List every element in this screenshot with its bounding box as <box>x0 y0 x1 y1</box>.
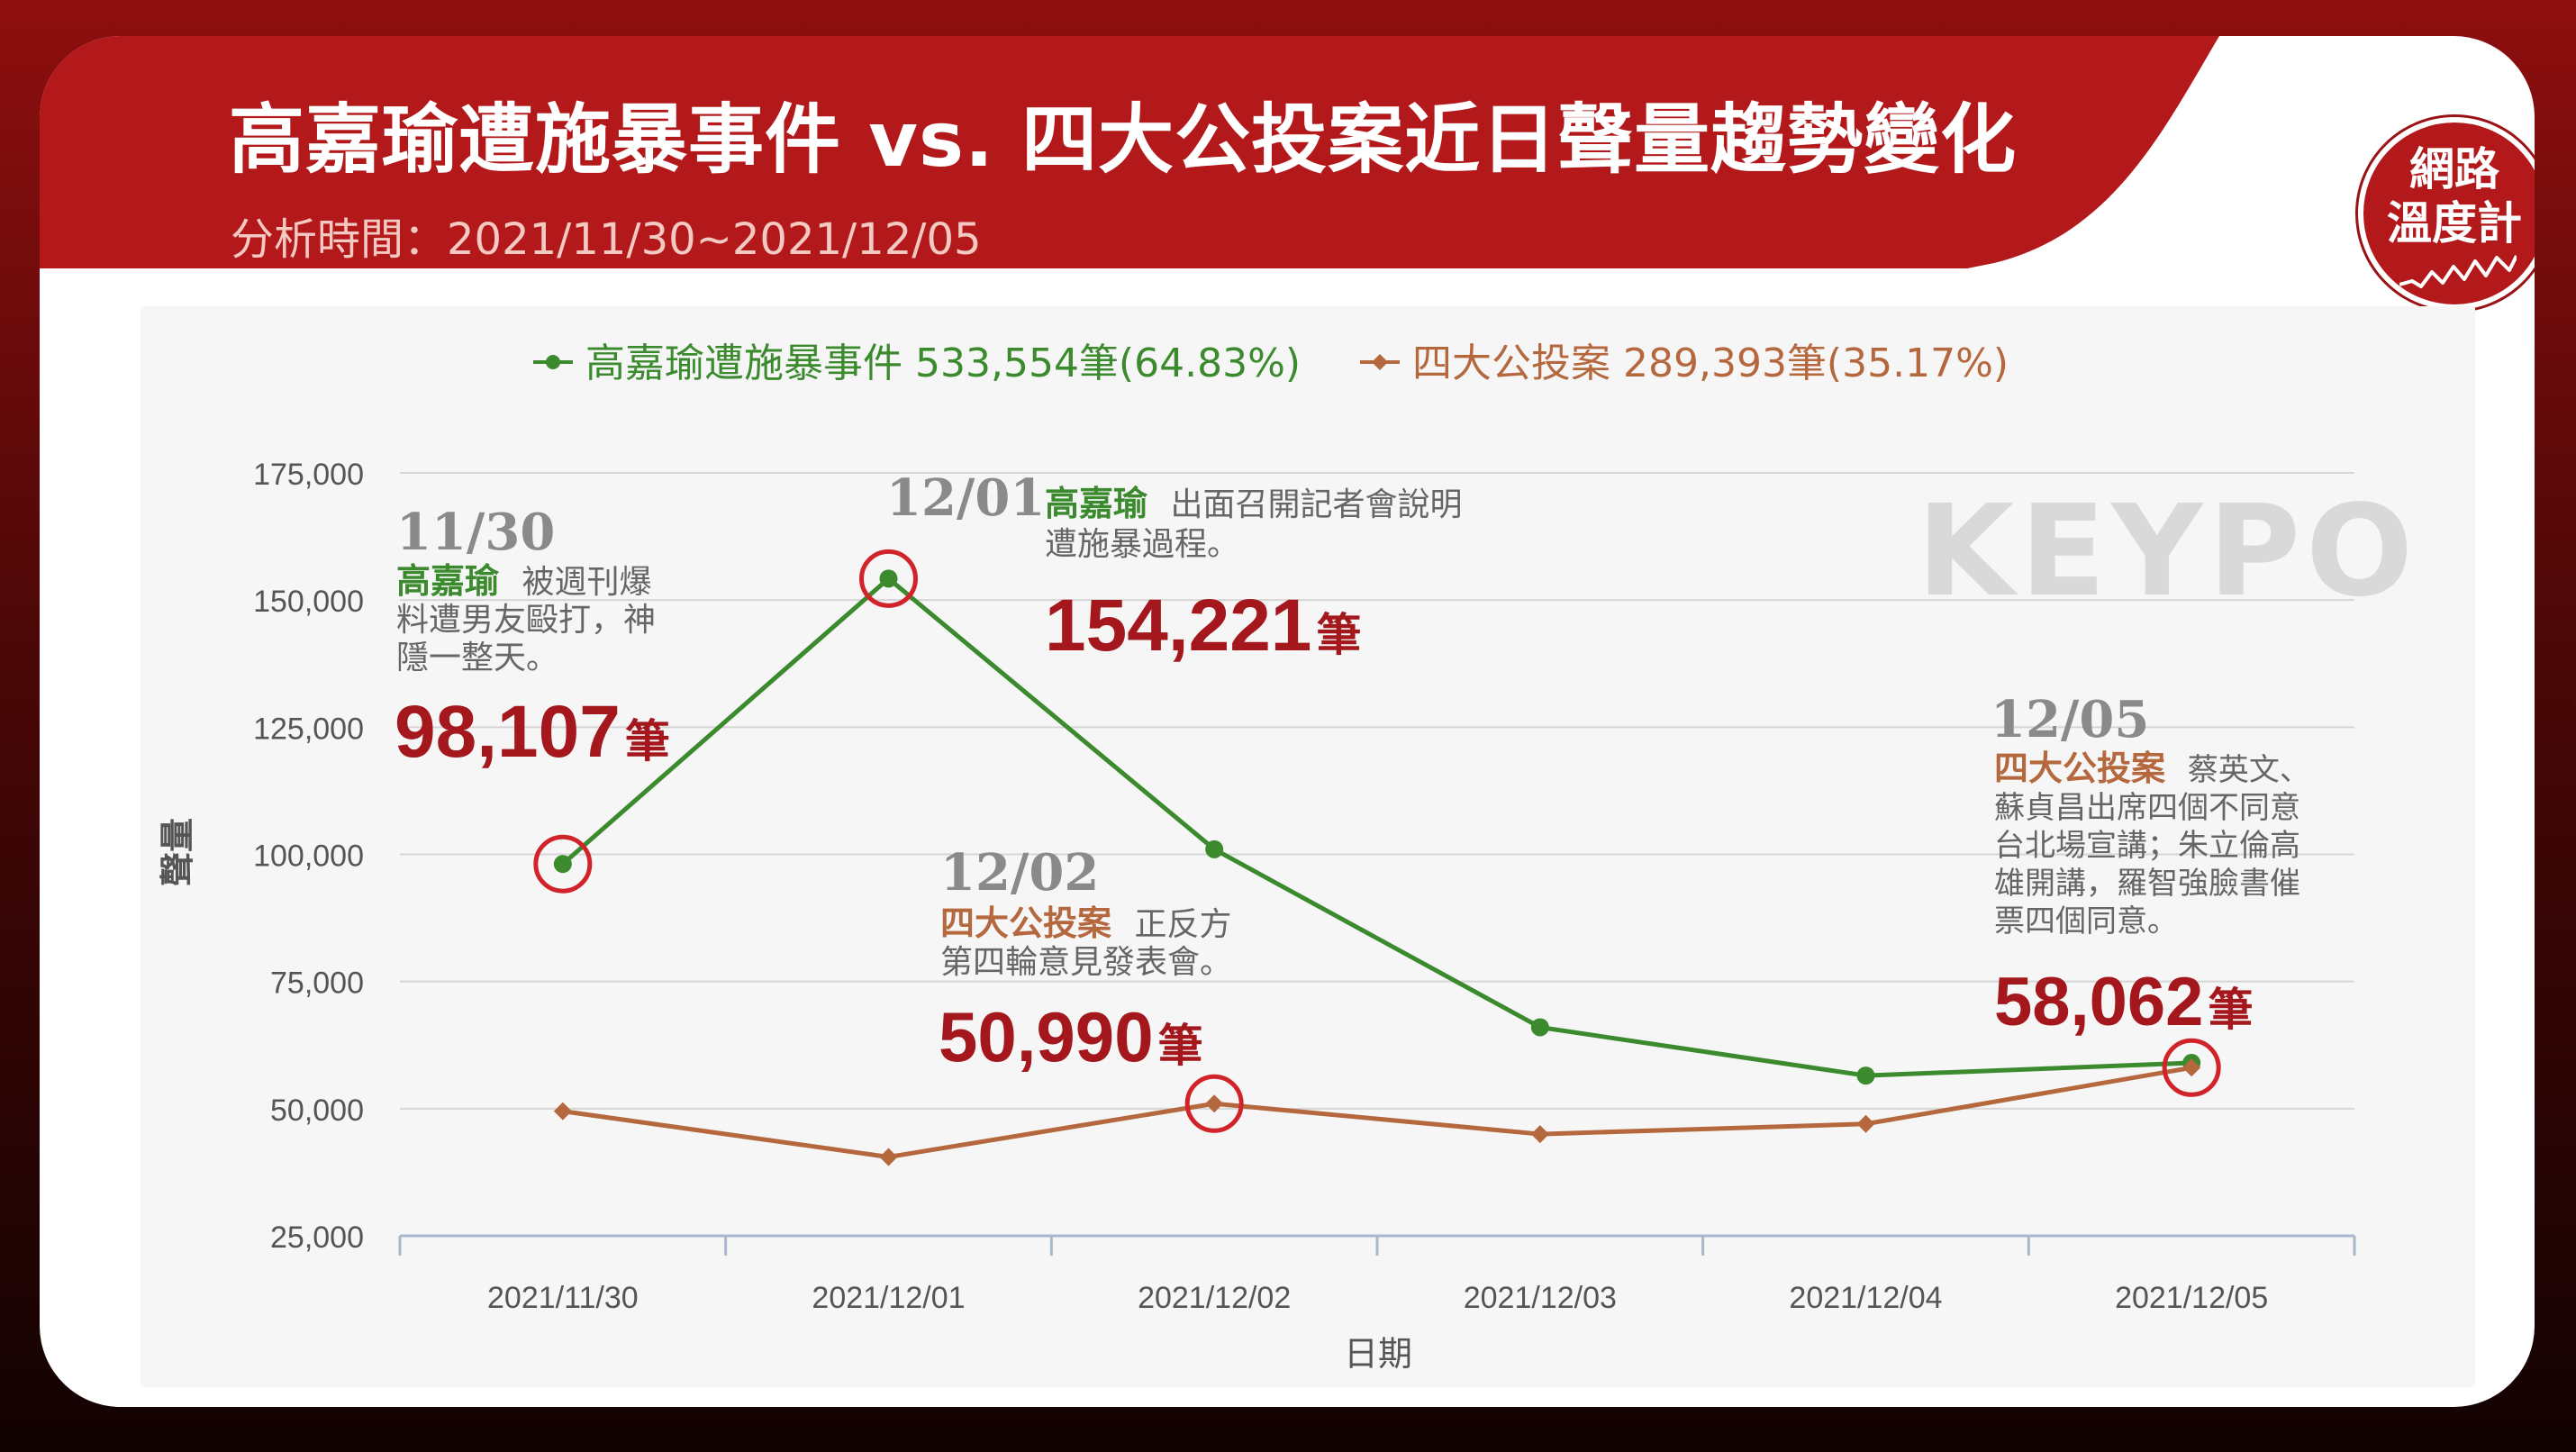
annotation-unit: 筆 <box>625 715 670 767</box>
line-chart: 25,000 50,000 75,000 100,000 125,000 150,000 1… <box>141 306 2475 1387</box>
infographic-card: 高嘉瑜遭施暴事件 vs. 四大公投案近日聲量趨勢變化 分析時間：2021/11/… <box>40 36 2535 1407</box>
page-subtitle: 分析時間：2021/11/30~2021/12/05 <box>231 214 982 265</box>
x-axis-label: 日期 <box>1344 1334 1412 1374</box>
annotation-text: 遭施暴過程。 <box>1045 526 1239 563</box>
legend-marker-brown <box>1372 354 1388 370</box>
x-tick-label: 2021/12/03 <box>1464 1281 1617 1315</box>
svg-text:58,062 筆: 58,062 筆 <box>1994 964 2254 1040</box>
annotation-unit: 筆 <box>2209 984 2254 1036</box>
annotation-unit: 筆 <box>1317 609 1362 661</box>
highlight-circle <box>2162 1038 2221 1097</box>
x-tick-label: 2021/12/01 <box>812 1281 965 1315</box>
svg-text:98,107 筆: 98,107 筆 <box>395 691 670 773</box>
y-tick-label: 175,000 <box>253 458 364 492</box>
x-tick-label: 2021/11/30 <box>487 1281 639 1315</box>
annotation-text: 蘇貞昌出席四個不同意 <box>1994 790 2300 826</box>
svg-text:四大公投案 正反方: 四大公投案 正反方 <box>940 903 1231 943</box>
watermark: KEYPO <box>1917 478 2418 625</box>
annotation-value: 98,107 <box>395 691 621 773</box>
data-point <box>1856 1114 1875 1133</box>
annotation-1201: 12/01 高嘉瑜 出面召開記者會說明 遭施暴過程。 154,221 筆 <box>886 468 1462 667</box>
data-point <box>553 1102 572 1121</box>
annotation-1202: 12/02 四大公投案 正反方 第四輪意見發表會。 50,990 筆 <box>939 843 1232 1076</box>
axis-layer: 25,000 50,000 75,000 100,000 125,000 150,000 1… <box>253 458 2356 1315</box>
svg-text:高嘉瑜 被週刊爆: 高嘉瑜 被週刊爆 <box>396 561 651 601</box>
series-layer <box>553 569 2201 1166</box>
page-title: 高嘉瑜遭施暴事件 vs. 四大公投案近日聲量趨勢變化 <box>229 95 2018 184</box>
annotation-text: 蔡英文、 <box>2188 752 2310 788</box>
annotation-text: 台北場宣講；朱立倫高 <box>1994 828 2300 864</box>
annotation-subject: 高嘉瑜 <box>396 561 500 601</box>
logo-line2: 溫度計 <box>2387 197 2522 250</box>
y-axis-label: 聲量 <box>158 818 197 886</box>
legend-marker-green <box>546 355 560 369</box>
legend-label-brown: 四大公投案 289,393筆(35.17%) <box>1412 340 2009 386</box>
series-line <box>562 1065 2192 1159</box>
pulse-line-icon <box>2399 255 2517 288</box>
annotation-1130: 11/30 高嘉瑜 被週刊爆 料遭男友毆打，神 隱一整天。 98,107 筆 <box>395 503 670 773</box>
annotation-subject: 四大公投案 <box>940 903 1112 943</box>
annotation-text: 料遭男友毆打，神 <box>396 602 656 639</box>
annotation-text: 雄開講，羅智強臉書催 <box>1994 866 2300 902</box>
data-point <box>879 1148 898 1166</box>
x-tick-label: 2021/12/04 <box>1789 1281 1942 1315</box>
annotation-text: 正反方 <box>1134 906 1231 943</box>
data-point <box>1205 1094 1224 1113</box>
annotation-date: 12/02 <box>940 843 1099 903</box>
series-line <box>561 576 2192 1078</box>
y-tick-label: 25,000 <box>270 1221 364 1255</box>
annotation-text: 第四輪意見發表會。 <box>940 944 1232 981</box>
highlight-circle <box>1184 1074 1244 1133</box>
data-point <box>553 855 572 874</box>
data-point <box>1205 839 1224 858</box>
annotation-subject: 四大公投案 <box>1994 749 2166 788</box>
header-band <box>40 36 2219 268</box>
data-point <box>879 569 898 588</box>
highlight-circle <box>859 549 918 608</box>
svg-text:高嘉瑜 出面召開記者會說明: 高嘉瑜 出面召開記者會說明 <box>1045 484 1462 523</box>
y-tick-label: 150,000 <box>253 585 364 619</box>
y-tick-label: 50,000 <box>270 1094 364 1128</box>
y-tick-label: 100,000 <box>253 839 364 874</box>
annotation-value: 50,990 <box>939 997 1154 1076</box>
x-tick-label: 2021/12/02 <box>1138 1281 1291 1315</box>
annotation-1205: 12/05 四大公投案 蔡英文、 蘇貞昌出席四個不同意 台北場宣講；朱立倫高 雄… <box>1991 690 2310 1040</box>
y-tick-label: 125,000 <box>253 712 364 746</box>
data-point <box>2182 1058 2201 1077</box>
grid-layer <box>400 472 2354 1110</box>
data-point <box>1530 1018 1549 1037</box>
annotation-date: 11/30 <box>396 503 555 562</box>
data-point <box>1530 1125 1549 1144</box>
annotation-text: 票四個同意。 <box>1994 903 2178 939</box>
annotation-value: 58,062 <box>1994 964 2203 1040</box>
plot-panel <box>141 306 2475 1387</box>
y-tick-label: 75,000 <box>270 966 364 1001</box>
annotation-unit: 筆 <box>1158 1020 1203 1072</box>
svg-text:四大公投案 蔡英文、: 四大公投案 蔡英文、 <box>1994 749 2310 788</box>
x-tick-label: 2021/12/05 <box>2115 1281 2268 1315</box>
highlight-circle <box>533 834 593 894</box>
annotation-text: 出面召開記者會說明 <box>1170 486 1462 523</box>
legend-label-green: 高嘉瑜遭施暴事件 533,554筆(64.83%) <box>585 340 1301 386</box>
annotation-value: 154,221 <box>1045 585 1311 667</box>
svg-text:50,990 筆: 50,990 筆 <box>939 997 1203 1076</box>
svg-text:154,221 筆: 154,221 筆 <box>1045 585 1362 667</box>
chart-legend: 高嘉瑜遭施暴事件 533,554筆(64.83%) 四大公投案 289,393筆… <box>533 340 2009 386</box>
logo-line1: 網路 <box>2409 143 2499 195</box>
annotation-subject: 高嘉瑜 <box>1045 484 1148 523</box>
annotation-text: 被週刊爆 <box>522 564 651 601</box>
annotation-text: 隱一整天。 <box>396 640 558 676</box>
data-point <box>1856 1066 1875 1085</box>
highlight-layer <box>533 549 2221 1133</box>
annotation-date: 12/05 <box>1991 690 2149 749</box>
annotation-date: 12/01 <box>886 468 1045 528</box>
